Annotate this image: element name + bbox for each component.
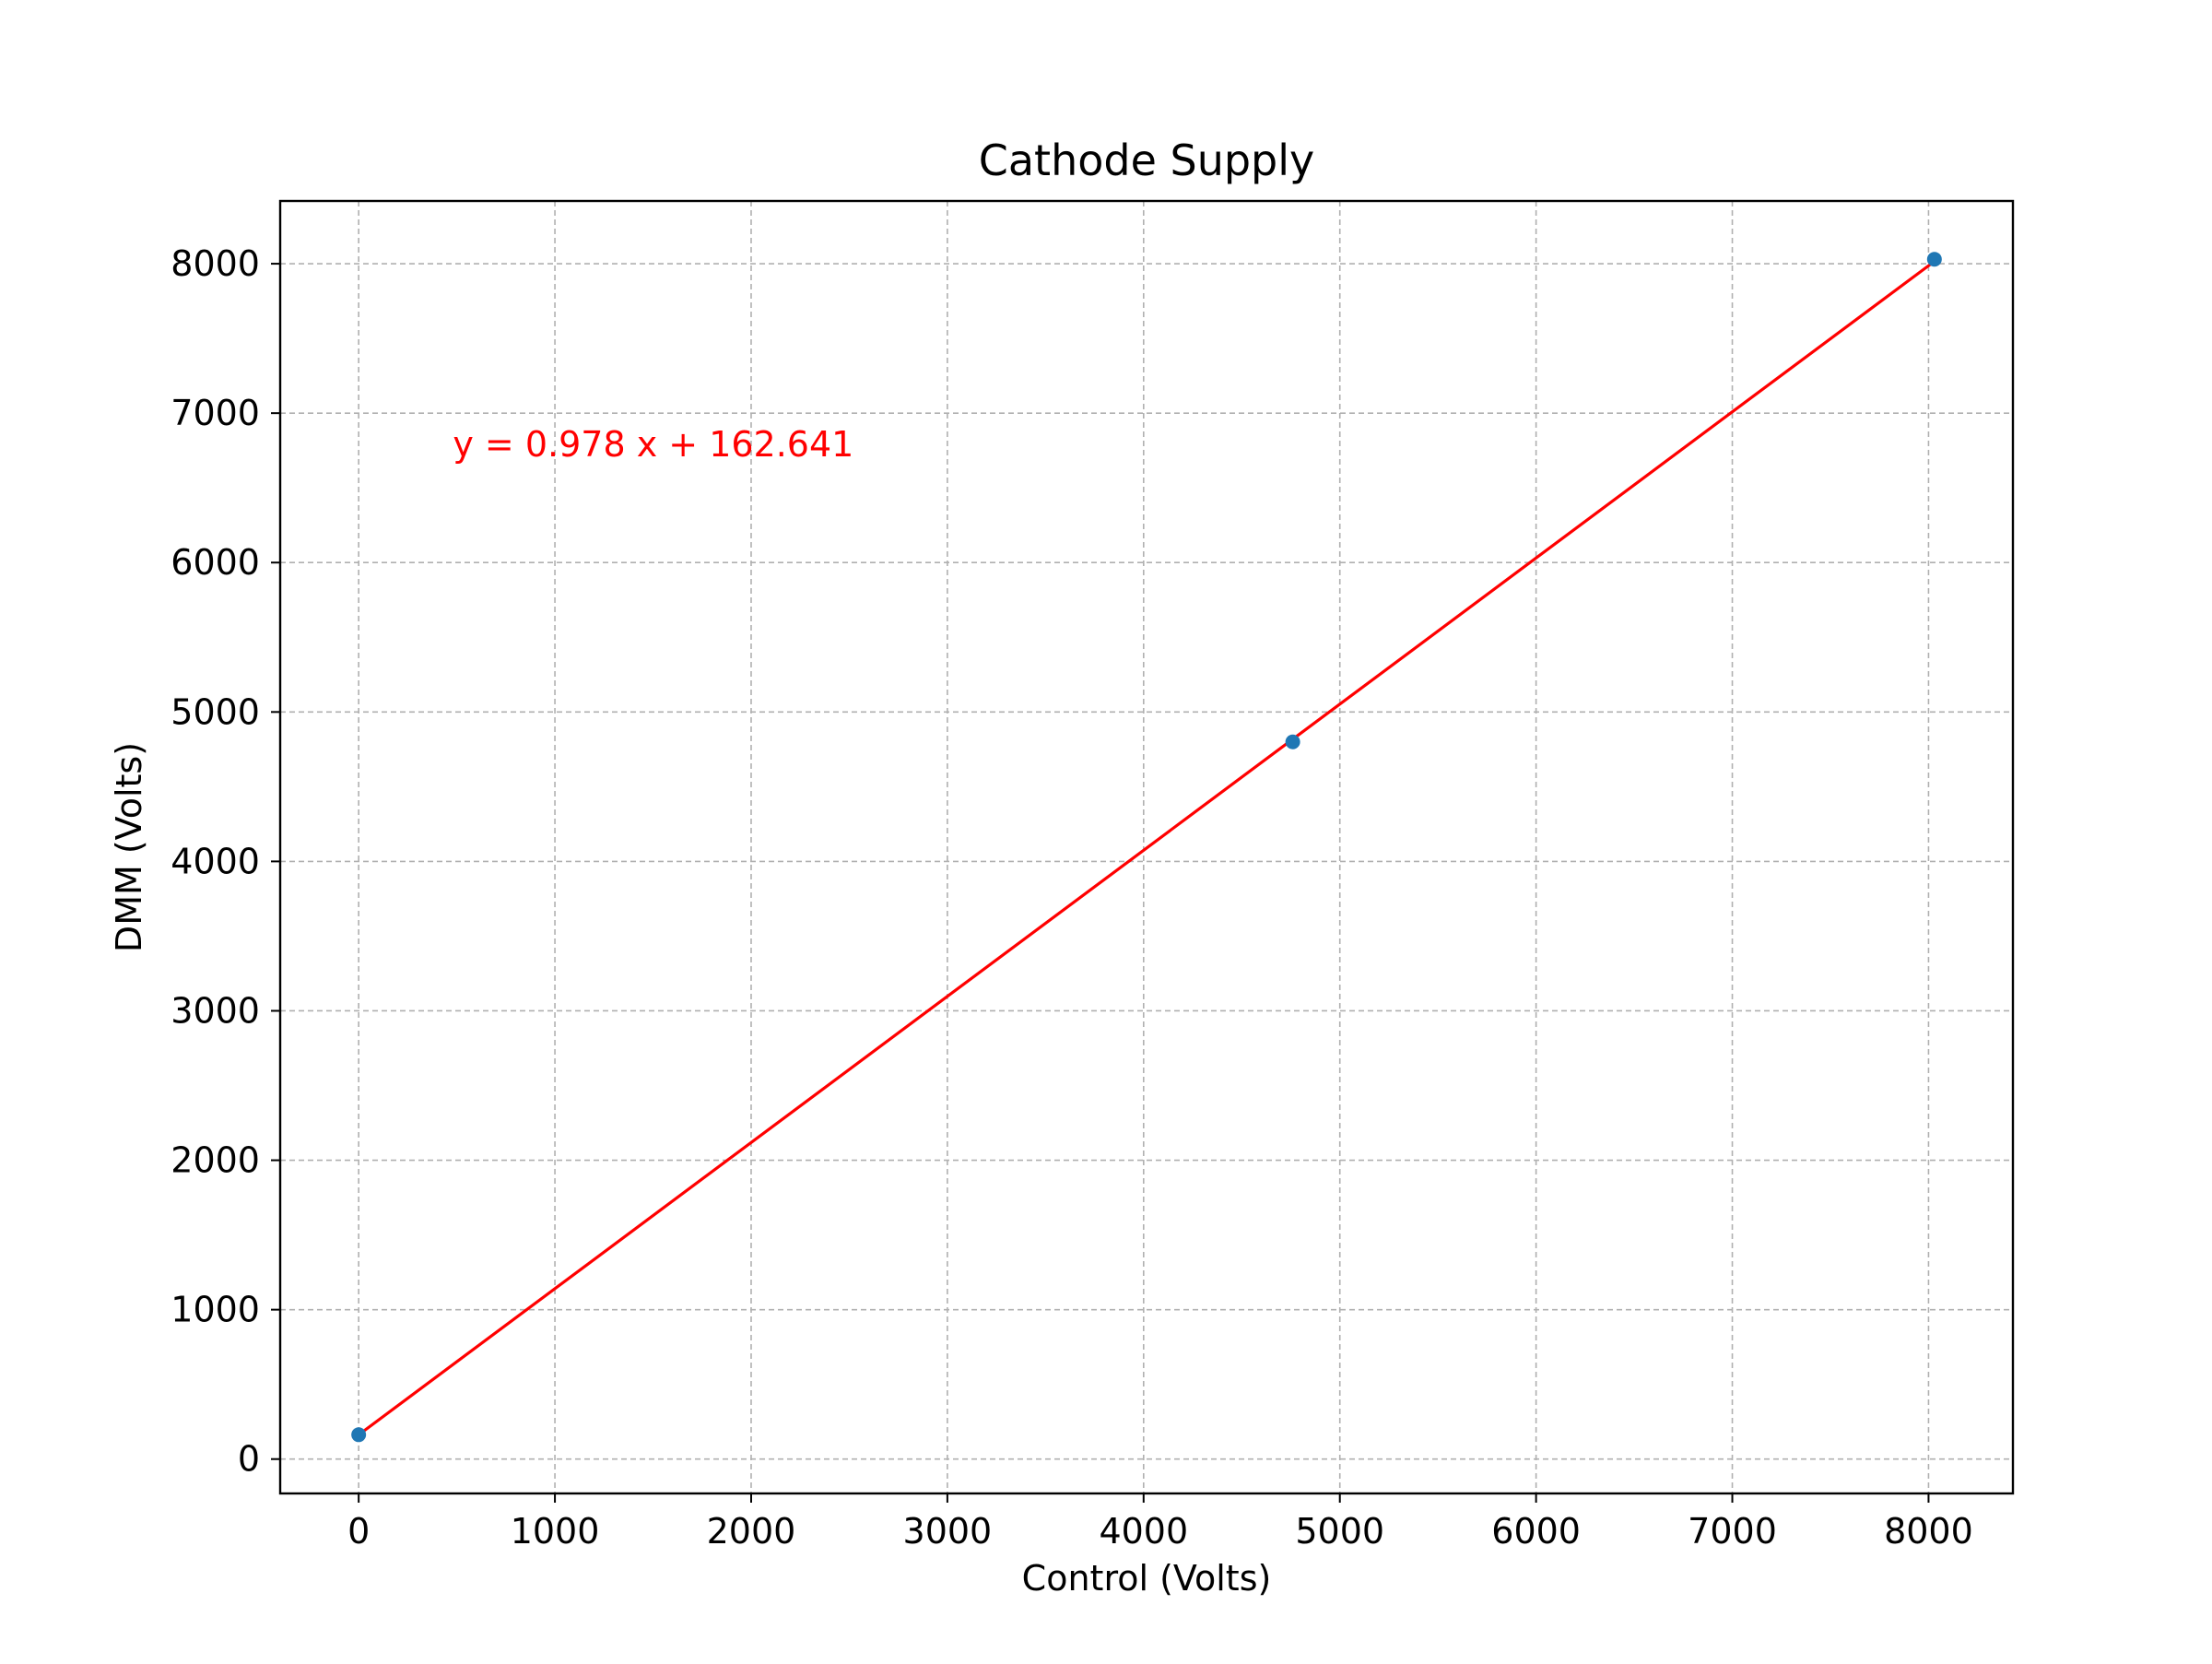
y-tick-label: 5000 [171, 691, 260, 732]
y-tick-label: 4000 [171, 841, 260, 881]
y-tick-label: 1000 [171, 1290, 260, 1330]
plot-area-frame [278, 199, 2015, 1495]
x-tick-label: 8000 [1884, 1511, 1973, 1552]
grid [280, 201, 2013, 1493]
x-tick-label: 0 [347, 1511, 370, 1552]
data-point [1285, 734, 1300, 749]
data-point [1926, 252, 1942, 267]
fit-equation-annotation: y = 0.978 x + 162.641 [453, 424, 853, 465]
y-tick-label: 3000 [171, 990, 260, 1031]
y-tick-label: 0 [238, 1439, 260, 1480]
fit-line [358, 260, 1936, 1436]
x-tick-label: 3000 [903, 1511, 993, 1552]
annotations: y = 0.978 x + 162.641 [453, 424, 853, 465]
y-axis-label: DMM (Volts) [109, 742, 149, 952]
y-tick-label: 2000 [171, 1140, 260, 1181]
chart-title: Cathode Supply [979, 136, 1315, 185]
y-tick-label: 8000 [171, 243, 260, 284]
x-tick-label: 4000 [1099, 1511, 1188, 1552]
x-tick-label: 7000 [1688, 1511, 1777, 1552]
ticks: 0 1000 2000 3000 4000 5000 6000 7000 8000 0 1000 20… [171, 243, 1973, 1552]
x-tick-label: 2000 [707, 1511, 796, 1552]
data-point [351, 1427, 367, 1443]
y-tick-label: 6000 [171, 542, 260, 583]
y-tick-label: 7000 [171, 393, 260, 433]
x-tick-label: 5000 [1295, 1511, 1384, 1552]
x-axis-label: Control (Volts) [1022, 1558, 1272, 1599]
data-points-layer [351, 252, 1942, 1443]
x-tick-label: 6000 [1491, 1511, 1581, 1552]
x-tick-label: 1000 [511, 1511, 600, 1552]
fit-line-layer [358, 260, 1936, 1436]
